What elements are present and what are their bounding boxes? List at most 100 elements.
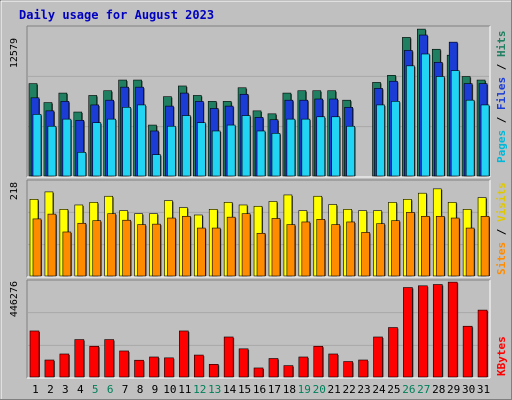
bar-pages-day-7 [122,106,131,177]
bar-sites-day-8 [137,224,146,277]
bar-sites-day-16 [256,232,266,277]
bar-kbytes-day-30 [462,325,473,378]
x-tick-label-day-4: 4 [77,383,84,396]
bar-kbytes-day-18 [283,365,294,378]
bar-sites-day-27 [421,215,430,277]
panel-3-legend: KBytes [495,336,508,376]
bar-pages-day-25 [391,101,400,177]
bar-kbytes-day-26 [403,287,413,378]
bar-kbytes-day-8 [134,359,144,378]
bar-kbytes-day-25 [388,327,398,378]
bar-kbytes-day-21 [328,353,339,378]
x-tick-label-day-6: 6 [107,383,114,396]
legend-separator: / [495,57,508,77]
x-tick-label-day-5: 5 [92,383,99,396]
bar-kbytes-day-20 [313,345,324,378]
legend-files: Files [495,77,508,110]
bar-kbytes-day-13 [208,364,219,378]
legend-kbytes: KBytes [495,336,508,376]
bar-kbytes-day-17 [268,358,279,378]
bar-pages-day-26 [406,65,415,177]
x-tick-label-day-17: 17 [268,383,281,396]
chart-title: Daily usage for August 2023 [19,8,214,22]
bar-pages-day-28 [435,76,445,177]
bar-sites-day-28 [435,215,445,277]
bar-kbytes-day-28 [432,284,443,378]
bar-pages-day-11 [182,115,191,177]
bar-sites-day-29 [450,217,460,277]
bar-kbytes-day-4 [74,339,85,378]
x-tick-label-day-3: 3 [62,383,69,396]
panel-3-ymax-label: 446276 [9,281,20,317]
bar-pages-day-27 [421,53,430,177]
bar-sites-day-23 [361,232,370,277]
bar-pages-day-29 [450,70,460,177]
bar-kbytes-day-16 [253,367,264,378]
bar-pages-day-22 [346,125,355,177]
bar-kbytes-day-9 [149,356,159,378]
bar-sites-day-24 [376,223,385,277]
x-tick-label-day-14: 14 [223,383,237,396]
x-tick-label-day-24: 24 [372,383,386,396]
bar-pages-day-18 [286,118,296,177]
x-tick-label-day-22: 22 [342,383,355,396]
x-tick-label-day-21: 21 [328,383,341,396]
bar-kbytes-day-2 [44,359,55,378]
bar-sites-day-4 [77,222,87,277]
bar-sites-day-3 [62,231,72,277]
bar-kbytes-day-27 [418,285,428,378]
bar-pages-day-16 [256,130,266,177]
bar-sites-day-30 [465,227,475,277]
bar-sites-day-18 [286,224,296,277]
bar-sites-day-12 [196,227,206,277]
bar-pages-day-2 [47,125,57,177]
bar-pages-day-9 [152,154,161,177]
bar-sites-day-5 [92,220,102,277]
bar-pages-day-31 [480,104,490,177]
bar-pages-day-6 [107,118,116,177]
legend-visits: Visits [495,182,508,222]
bar-kbytes-day-22 [343,361,353,378]
bar-pages-day-30 [465,99,475,177]
bar-sites-day-1 [32,218,42,277]
legend-separator: / [495,222,508,242]
bar-sites-day-13 [211,227,221,277]
bar-sites-day-25 [391,220,400,277]
x-tick-label-day-25: 25 [387,383,400,396]
bar-pages-day-1 [32,114,42,177]
bar-pages-day-15 [241,115,251,177]
bar-sites-day-20 [316,219,326,277]
legend-sites: Sites [495,242,508,275]
x-tick-label-day-1: 1 [32,383,39,396]
bar-sites-day-10 [167,217,176,277]
bar-sites-day-6 [107,213,116,277]
x-tick-label-day-16: 16 [253,383,266,396]
panel-1-legend: Pages / Files / Hits [495,31,508,164]
bar-kbytes-day-19 [298,356,309,378]
bar-sites-day-15 [241,213,251,277]
bar-pages-day-13 [211,130,221,177]
x-tick-label-day-27: 27 [417,383,430,396]
bar-kbytes-day-31 [477,309,488,378]
bar-sites-day-11 [182,215,191,277]
legend-pages: Pages [495,130,508,163]
bar-kbytes-day-29 [447,281,458,378]
x-tick-label-day-29: 29 [447,383,460,396]
bar-sites-day-26 [406,212,415,277]
bar-sites-day-14 [226,216,236,277]
x-tick-label-day-9: 9 [152,383,159,396]
x-tick-label-day-26: 26 [402,383,415,396]
x-tick-label-day-30: 30 [462,383,475,396]
x-tick-label-day-15: 15 [238,383,251,396]
legend-separator: / [495,110,508,130]
bar-pages-day-12 [196,122,206,177]
bar-pages-day-10 [167,125,176,177]
bar-sites-day-7 [122,219,131,277]
bar-pages-day-20 [316,116,326,177]
bar-pages-day-21 [331,116,341,177]
bar-pages-day-8 [137,104,146,177]
x-tick-label-day-8: 8 [137,383,144,396]
bar-kbytes-day-5 [89,345,100,378]
x-tick-label-day-2: 2 [47,383,54,396]
